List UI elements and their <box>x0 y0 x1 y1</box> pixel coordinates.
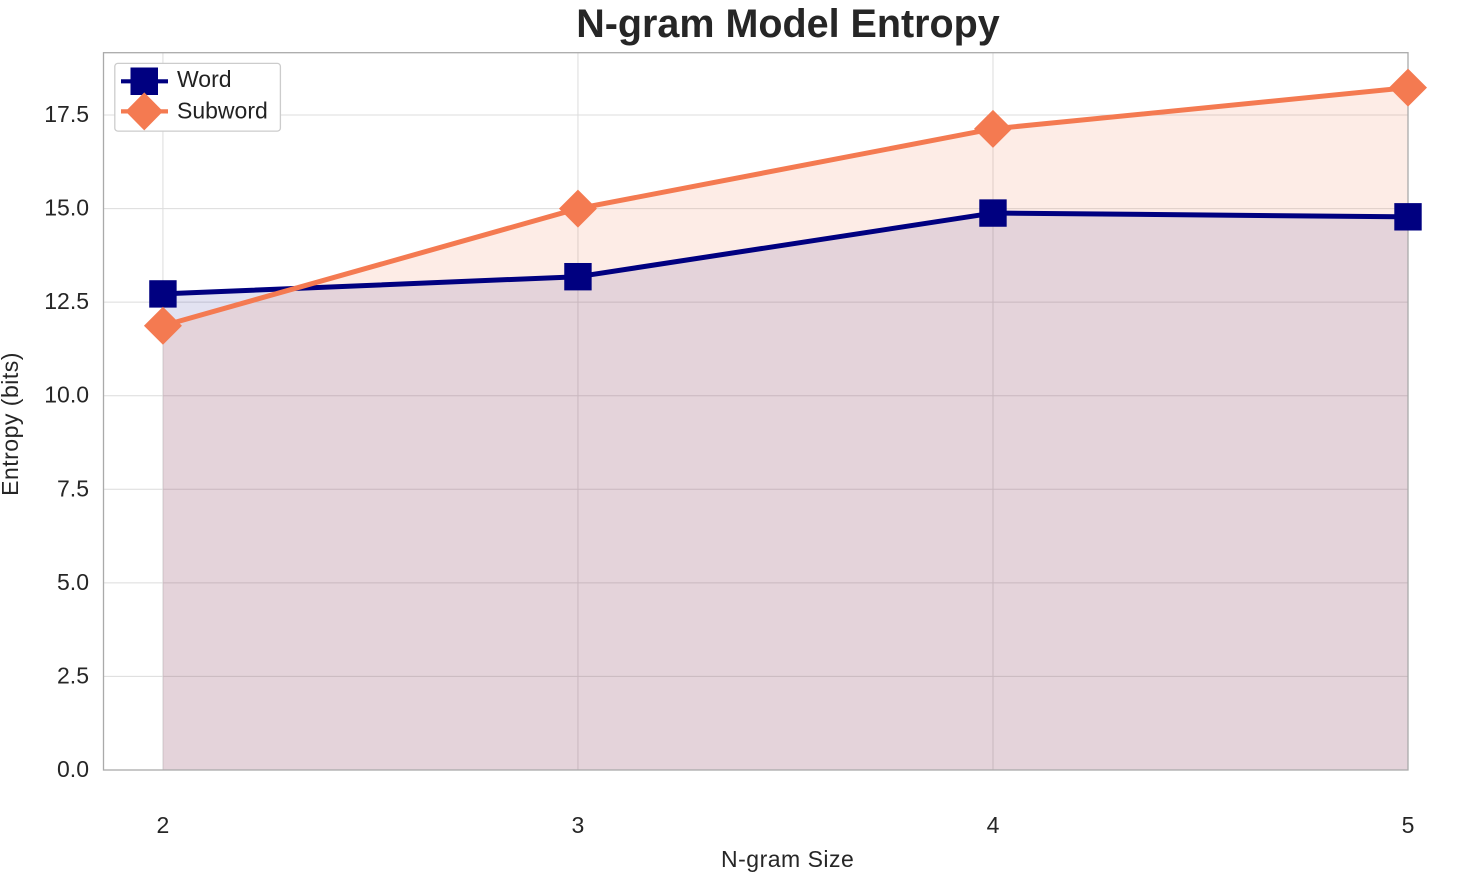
svg-text:5: 5 <box>1402 812 1415 838</box>
svg-text:12.5: 12.5 <box>44 288 89 314</box>
svg-text:7.5: 7.5 <box>57 475 89 501</box>
svg-text:2: 2 <box>157 812 170 838</box>
svg-text:Subword: Subword <box>177 98 268 124</box>
svg-text:5.0: 5.0 <box>57 569 89 595</box>
svg-text:17.5: 17.5 <box>44 101 89 127</box>
svg-text:10.0: 10.0 <box>44 382 89 408</box>
svg-text:N-gram Model Entropy: N-gram Model Entropy <box>576 2 1000 46</box>
svg-text:4: 4 <box>987 812 1000 838</box>
svg-text:2.5: 2.5 <box>57 663 89 689</box>
svg-text:Entropy (bits): Entropy (bits) <box>0 352 23 496</box>
svg-text:N-gram Size: N-gram Size <box>721 846 854 872</box>
svg-text:0.0: 0.0 <box>57 756 89 782</box>
svg-text:15.0: 15.0 <box>44 195 89 221</box>
svg-text:Word: Word <box>177 66 232 92</box>
svg-text:3: 3 <box>572 812 585 838</box>
